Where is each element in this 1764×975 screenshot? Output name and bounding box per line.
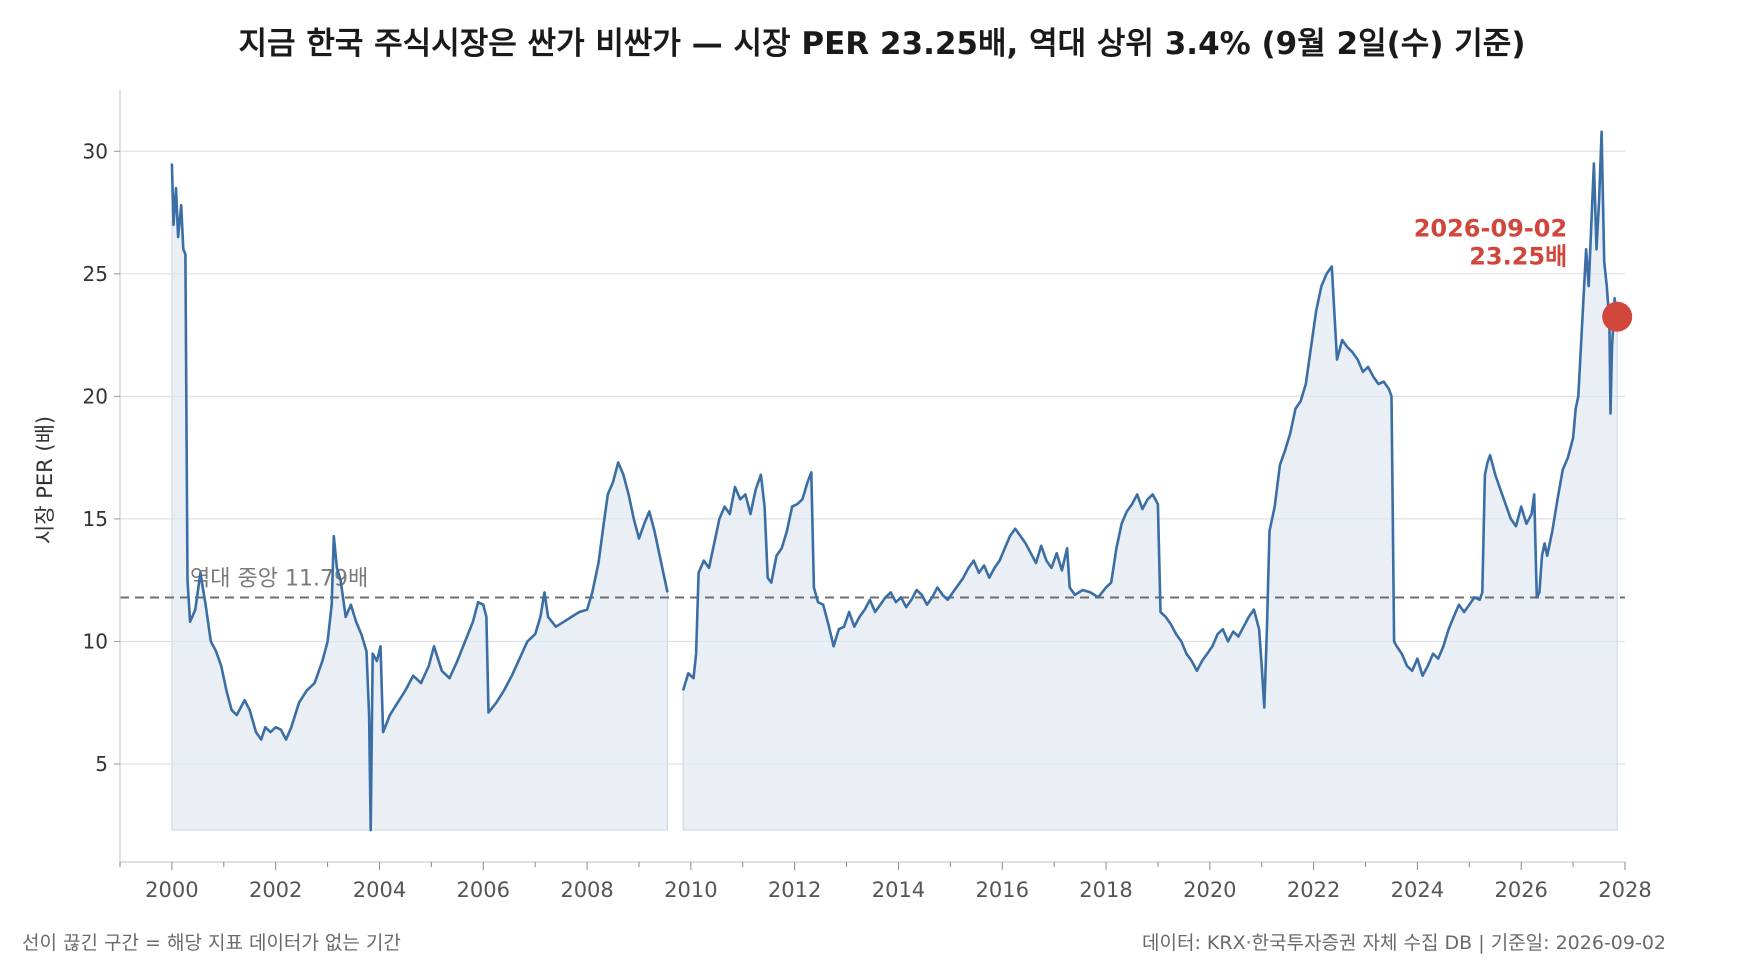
series-lines — [170, 130, 1619, 832]
x-tick-label: 2014 — [872, 878, 925, 902]
x-tick-label: 2002 — [249, 878, 302, 902]
series-line — [681, 130, 1619, 709]
y-tick-label: 30 — [83, 139, 108, 163]
latest-date-label: 2026-09-02 — [1414, 215, 1568, 243]
series-line — [170, 163, 669, 832]
area-fill — [171, 131, 1618, 831]
footer-source: 데이터: KRX·한국투자증권 자체 수집 DB | 기준일: 2026-09-… — [1142, 932, 1666, 954]
x-tick-label: 2010 — [664, 878, 717, 902]
x-tick-label: 2012 — [768, 878, 821, 902]
series-area — [171, 163, 668, 831]
x-tick-label: 2026 — [1494, 878, 1547, 902]
x-tick-label: 2024 — [1391, 878, 1444, 902]
x-tick-label: 2008 — [560, 878, 613, 902]
y-axis-ticks: 5 10 15 20 25 30 — [83, 139, 120, 776]
axes — [119, 90, 1625, 863]
y-tick-label: 15 — [83, 507, 108, 531]
x-tick-label: 2006 — [457, 878, 510, 902]
x-tick-label: 2016 — [976, 878, 1029, 902]
x-tick-label: 2018 — [1079, 878, 1132, 902]
chart-title: 지금 한국 주식시장은 싼가 비싼가 — 시장 PER 23.25배, 역대 상… — [238, 26, 1526, 62]
latest-point — [1602, 301, 1633, 332]
x-tick-label: 2004 — [353, 878, 406, 902]
x-tick-label: 2028 — [1598, 878, 1651, 902]
x-tick-label: 2020 — [1183, 878, 1236, 902]
x-axis-ticks: 2000 2002 2004 2006 2008 2010 2012 2014 2016 2018… — [119, 862, 1652, 902]
y-tick-label: 25 — [83, 262, 108, 286]
median-line-group: 역대 중앙 11.79배 — [120, 567, 1625, 599]
y-tick-label: 20 — [83, 384, 108, 408]
x-tick-label: 2022 — [1287, 878, 1340, 902]
footer-note: 선이 끊긴 구간 = 해당 지표 데이터가 없는 기간 — [22, 932, 401, 954]
y-axis-label: 시장 PER (배) — [33, 416, 57, 544]
latest-value-label: 23.25배 — [1469, 243, 1567, 271]
x-tick-label: 2000 — [145, 878, 198, 902]
y-tick-label: 10 — [83, 629, 108, 653]
y-tick-label: 5 — [95, 752, 108, 776]
